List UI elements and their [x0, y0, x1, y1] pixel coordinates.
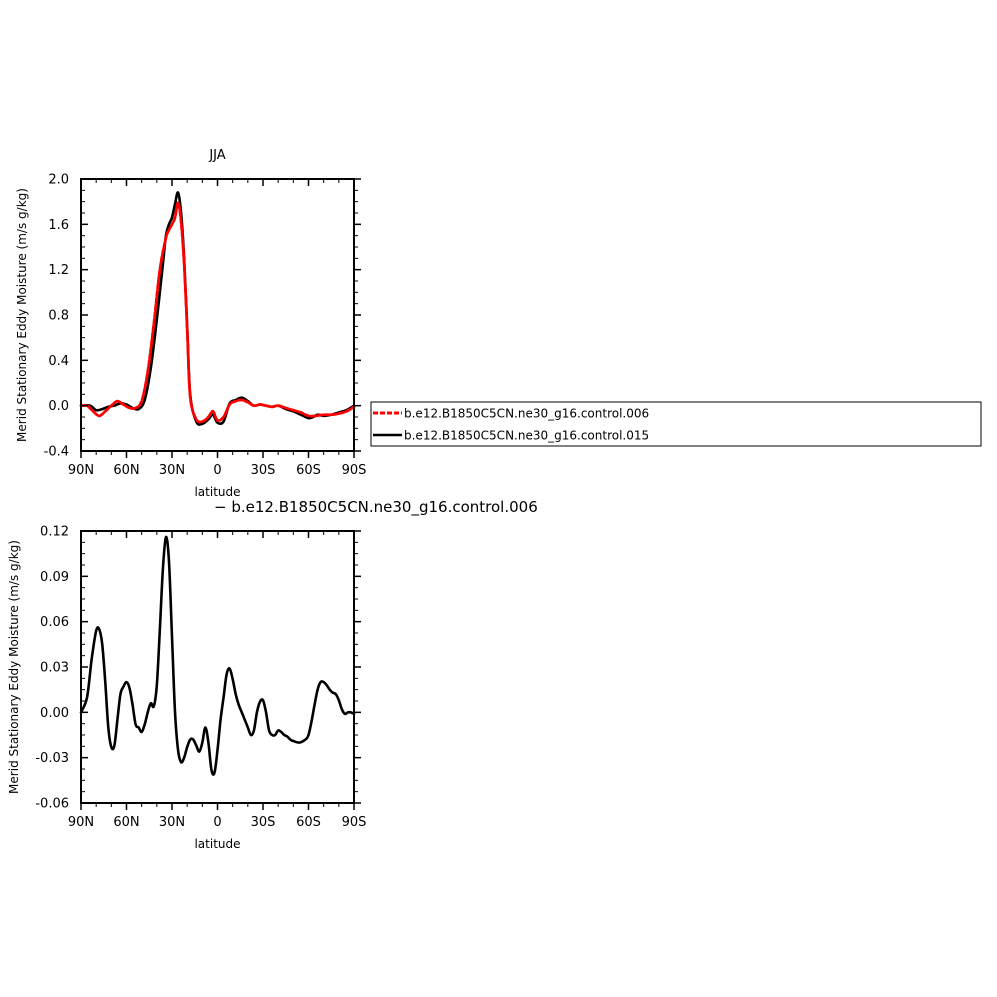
top-y-tick-label: 1.2	[48, 263, 69, 278]
legend-box	[370, 401, 982, 447]
top-x-tick-label: 0	[213, 463, 221, 478]
legend: b.e12.B1850C5CN.ne30_g16.control.006 b.e…	[370, 401, 982, 447]
bottom-y-tick-label: 0.12	[40, 525, 69, 540]
top-panel: JJA -0.4 0.0 0.4 0.8 1.2 1.6 2.0 90N 60N 30N 0 30S 6…	[15, 148, 366, 499]
bottom-axes-group: -0.06 -0.03 0.00 0.03 0.06 0.09 0.12 90N 60N 30N 0…	[35, 525, 366, 831]
top-x-tick-label: 90S	[342, 463, 367, 478]
top-y-axis-label: Merid Stationary Eddy Moisture (m/s g/kg…	[15, 188, 29, 442]
top-series-group	[79, 191, 356, 426]
top-x-axis-label: latitude	[194, 485, 240, 499]
top-x-tick-label: 30S	[251, 463, 276, 478]
bottom-x-tick-label: 90S	[342, 815, 367, 830]
top-x-tick-label: 90N	[68, 463, 94, 478]
top-series-line-0	[79, 191, 356, 426]
top-x-tick-label: 60S	[296, 463, 321, 478]
bottom-panel-series-label: − b.e12.B1850C5CN.ne30_g16.control.006	[214, 498, 538, 517]
top-axes-group: -0.4 0.0 0.4 0.8 1.2 1.6 2.0 90N 60N 30N 0 30S 60S 90…	[44, 173, 367, 479]
top-y-tick-label: -0.4	[44, 445, 69, 460]
bottom-y-axis-label: Merid Stationary Eddy Moisture (m/s g/kg…	[7, 540, 21, 794]
bottom-y-tick-label: 0.03	[40, 661, 69, 676]
top-y-tick-label: 0.0	[48, 399, 69, 414]
top-panel-title: JJA	[208, 148, 225, 163]
top-y-tick-label: 1.6	[48, 218, 69, 233]
bottom-y-tick-label: 0.06	[40, 615, 69, 630]
top-series-line-1	[79, 201, 356, 424]
bottom-x-tick-label: 60S	[296, 815, 321, 830]
bottom-series-group	[79, 535, 356, 776]
bottom-x-axis-label: latitude	[194, 837, 240, 851]
legend-label-control-006: b.e12.B1850C5CN.ne30_g16.control.006	[404, 407, 649, 421]
top-y-tick-label: 0.4	[48, 354, 69, 369]
bottom-y-tick-label: 0.09	[40, 570, 69, 585]
top-plot-frame	[80, 178, 355, 452]
bottom-x-tick-label: 0	[213, 815, 221, 830]
top-x-tick-label: 30N	[159, 463, 185, 478]
bottom-x-tick-label: 30N	[159, 815, 185, 830]
bottom-series-line-0	[79, 535, 356, 776]
bottom-plot-frame	[80, 530, 355, 804]
bottom-y-tick-label: -0.06	[35, 797, 69, 812]
bottom-x-tick-label: 30S	[251, 815, 276, 830]
legend-label-control-015: b.e12.B1850C5CN.ne30_g16.control.015	[404, 429, 649, 443]
bottom-x-tick-label: 90N	[68, 815, 94, 830]
bottom-y-tick-label: 0.00	[40, 706, 69, 721]
bottom-x-tick-label: 60N	[113, 815, 139, 830]
bottom-panel: -0.06 -0.03 0.00 0.03 0.06 0.09 0.12 90N 60N 30N 0…	[7, 525, 366, 852]
top-x-tick-label: 60N	[113, 463, 139, 478]
top-y-tick-label: 2.0	[48, 173, 69, 188]
top-y-tick-label: 0.8	[48, 309, 69, 324]
bottom-y-tick-label: -0.03	[35, 751, 69, 766]
